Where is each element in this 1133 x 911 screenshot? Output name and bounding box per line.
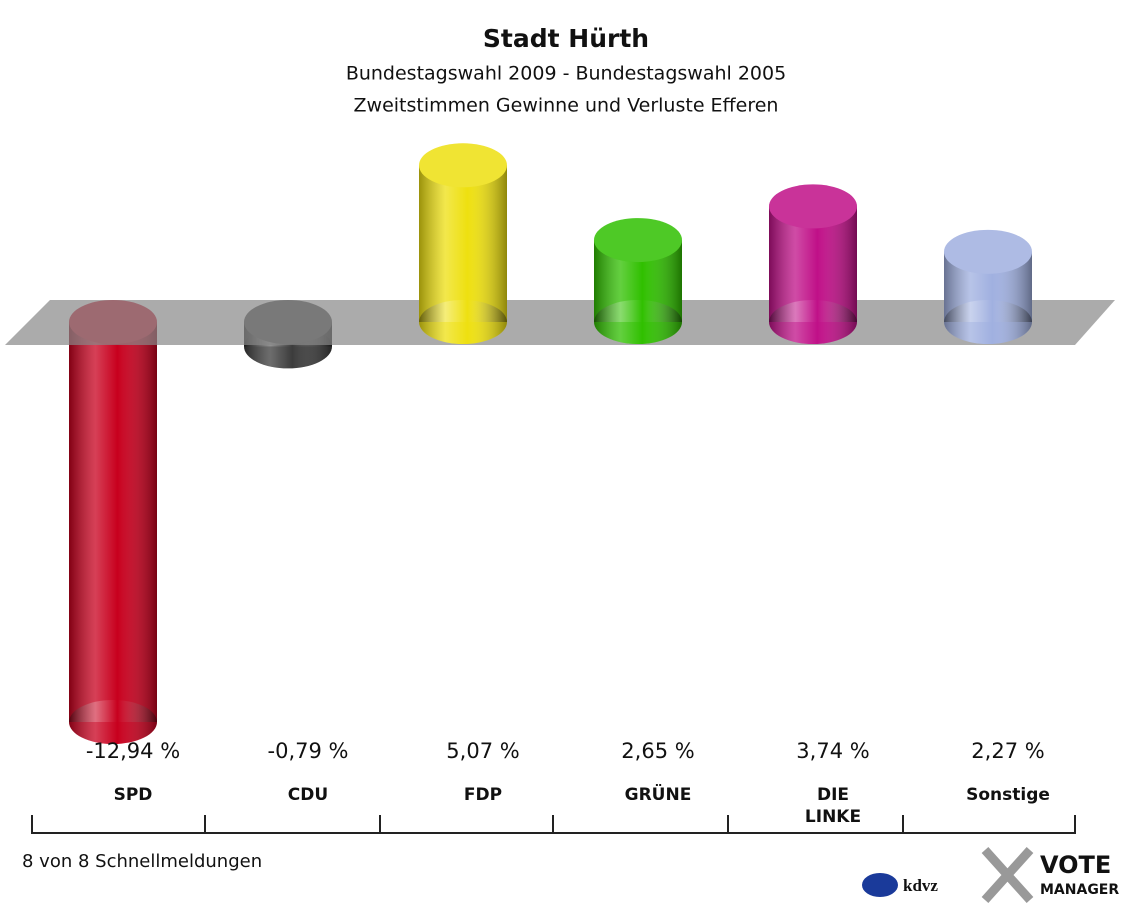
bar-shade bbox=[419, 165, 507, 322]
category-label: CDU bbox=[287, 785, 329, 805]
negative-bars bbox=[69, 300, 332, 744]
bar bbox=[594, 218, 682, 344]
logo-text: MANAGER bbox=[1040, 882, 1119, 898]
category-label: GRÜNE bbox=[624, 785, 692, 805]
bar-cap bbox=[769, 184, 857, 229]
bar-end-shade bbox=[944, 300, 1032, 344]
bar bbox=[769, 184, 857, 344]
bar-end-shade bbox=[769, 300, 857, 344]
bar bbox=[419, 143, 507, 344]
bar-cap-light bbox=[594, 218, 682, 263]
bar-shade bbox=[69, 322, 157, 722]
value-label: 3,74 % bbox=[796, 739, 869, 763]
value-label: 5,07 % bbox=[446, 739, 519, 763]
bar-cap-light bbox=[944, 229, 1032, 274]
bar-cap bbox=[594, 218, 682, 263]
bar-end-shade bbox=[419, 300, 507, 344]
chart-subtitle: Bundestagswahl 2009 - Bundestagswahl 200… bbox=[346, 63, 786, 85]
logo-text: kdvz bbox=[903, 876, 938, 895]
value-label: -0,79 % bbox=[268, 739, 349, 763]
bar-cap bbox=[419, 143, 507, 188]
bar bbox=[69, 300, 157, 744]
category-label: Sonstige bbox=[966, 785, 1050, 805]
bar-end-shade bbox=[594, 300, 682, 344]
chart-subtitle: Zweitstimmen Gewinne und Verluste Effere… bbox=[354, 95, 779, 117]
logo-icon bbox=[862, 873, 898, 897]
bar-end-shade bbox=[69, 700, 157, 744]
chart-title: Stadt Hürth bbox=[483, 24, 649, 53]
bar-cap-light bbox=[419, 143, 507, 188]
logo-text: VOTE bbox=[1040, 851, 1111, 879]
category-label: FDP bbox=[463, 785, 503, 805]
bar-cap-light bbox=[769, 184, 857, 229]
category-label: DIE LINKE bbox=[804, 785, 862, 827]
category-brackets bbox=[31, 815, 1076, 834]
bar bbox=[944, 229, 1032, 344]
footer: 8 von 8 Schnellmeldungen bbox=[22, 851, 262, 872]
positive-bars bbox=[419, 143, 1032, 344]
value-label: -12,94 % bbox=[86, 739, 180, 763]
value-label: 2,65 % bbox=[621, 739, 694, 763]
category-label: SPD bbox=[113, 785, 153, 805]
value-label: 2,27 % bbox=[971, 739, 1044, 763]
bar-cap bbox=[944, 229, 1032, 274]
logo-cross bbox=[981, 846, 1034, 904]
